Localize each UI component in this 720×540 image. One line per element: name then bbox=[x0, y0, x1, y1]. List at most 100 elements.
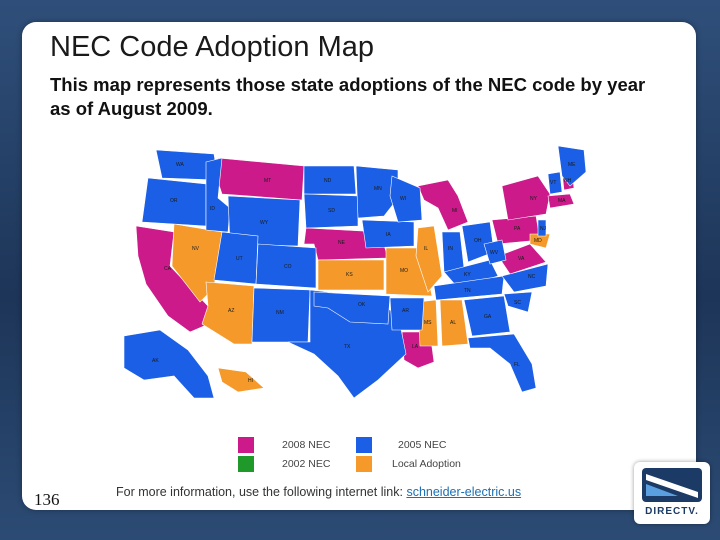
state-label: PA bbox=[514, 226, 521, 232]
state-ma bbox=[547, 193, 575, 209]
state-fl bbox=[467, 333, 537, 393]
state-label: LA bbox=[412, 344, 419, 350]
state-label: IA bbox=[386, 232, 391, 238]
state-label: MD bbox=[534, 238, 542, 244]
state-label: ND bbox=[324, 178, 332, 184]
slide-number: 136 bbox=[34, 490, 60, 509]
local-adoption-states bbox=[171, 223, 551, 393]
state-label: TN bbox=[464, 288, 471, 294]
legend-swatch-local bbox=[356, 456, 372, 472]
state-wv bbox=[483, 239, 507, 265]
state-wy bbox=[227, 195, 301, 247]
state-label: KS bbox=[346, 272, 353, 278]
state-label: IN bbox=[448, 246, 453, 252]
state-label: AL bbox=[450, 320, 456, 326]
state-label: WA bbox=[176, 162, 185, 168]
directv-emblem-icon bbox=[642, 468, 702, 502]
state-label: MS bbox=[424, 320, 432, 326]
directv-logo: DIRECTV. bbox=[634, 462, 710, 524]
state-vt bbox=[547, 171, 563, 195]
state-label: WV bbox=[490, 250, 499, 256]
state-label: MA bbox=[558, 198, 566, 204]
state-label: CO bbox=[284, 264, 292, 270]
state-in bbox=[441, 231, 465, 273]
state-label: HI bbox=[248, 378, 253, 384]
state-label: NY bbox=[530, 196, 538, 202]
state-label: CA bbox=[164, 266, 172, 272]
state-ca bbox=[135, 225, 209, 333]
footer-text: For more information, use the following … bbox=[116, 485, 521, 499]
state-co bbox=[255, 243, 317, 289]
state-label: SD bbox=[328, 208, 335, 214]
state-label: NV bbox=[192, 246, 200, 252]
state-label: GA bbox=[484, 314, 492, 320]
state-il bbox=[415, 225, 443, 293]
footer-message: For more information, use the following … bbox=[116, 485, 403, 499]
state-ar bbox=[389, 297, 425, 331]
state-va bbox=[497, 243, 547, 275]
state-label: NE bbox=[338, 240, 346, 246]
state-label: WY bbox=[260, 220, 269, 226]
state-label: MI bbox=[452, 208, 458, 214]
state-label: IL bbox=[424, 246, 428, 252]
legend-swatch-2005 bbox=[356, 437, 372, 453]
state-sd bbox=[303, 193, 359, 229]
state-nj bbox=[537, 219, 547, 237]
nec-2005-states bbox=[123, 145, 587, 399]
state-label: NM bbox=[276, 310, 284, 316]
state-label: ID bbox=[210, 206, 215, 212]
state-label: KY bbox=[464, 272, 471, 278]
state-mi bbox=[417, 179, 469, 231]
state-label: FL bbox=[514, 362, 520, 368]
state-ak bbox=[123, 329, 215, 399]
state-label: OR bbox=[170, 198, 178, 204]
state-wi bbox=[389, 175, 423, 223]
state-label: NC bbox=[528, 274, 536, 280]
state-nd bbox=[303, 165, 357, 195]
state-label: NH bbox=[564, 178, 572, 184]
legend-label-2005: 2005 NEC bbox=[398, 439, 447, 451]
state-ky bbox=[443, 259, 499, 289]
state-ga bbox=[463, 295, 511, 337]
page-title: NEC Code Adoption Map bbox=[50, 31, 375, 63]
state-label: MT bbox=[264, 178, 271, 184]
state-labels: WA OR ID MT ND MN WI MI ME VT NH NY MA S… bbox=[152, 162, 576, 384]
state-mt bbox=[215, 157, 305, 201]
state-label: MO bbox=[400, 268, 408, 274]
state-label: OH bbox=[474, 238, 482, 244]
legend-swatch-2002 bbox=[238, 456, 254, 472]
state-me bbox=[557, 145, 587, 187]
legend-label-2008: 2008 NEC bbox=[282, 439, 331, 451]
state-hi bbox=[217, 367, 265, 393]
state-sc bbox=[503, 291, 533, 313]
state-nc bbox=[501, 263, 549, 293]
state-label: AZ bbox=[228, 308, 234, 314]
nec-2008-states bbox=[135, 157, 575, 369]
state-az bbox=[201, 281, 255, 345]
nec-adoption-map: WA OR ID MT ND MN WI MI ME VT NH NY MA S… bbox=[123, 145, 587, 399]
state-label: ME bbox=[568, 162, 576, 168]
state-label: AR bbox=[402, 308, 409, 314]
directv-wordmark: DIRECTV. bbox=[645, 506, 699, 517]
state-ny bbox=[501, 175, 551, 221]
state-label: NJ bbox=[540, 226, 547, 232]
legend-label-2002: 2002 NEC bbox=[282, 458, 331, 470]
state-label: AK bbox=[152, 358, 159, 364]
state-ia bbox=[361, 219, 415, 249]
state-mn bbox=[355, 165, 399, 219]
page-subtitle: This map represents those state adoption… bbox=[50, 74, 646, 119]
state-ks bbox=[317, 259, 385, 291]
state-label: VT bbox=[550, 180, 556, 186]
state-tn bbox=[433, 275, 505, 301]
state-label: OK bbox=[358, 302, 366, 308]
legend-label-local: Local Adoption bbox=[392, 458, 461, 470]
state-al bbox=[439, 299, 469, 347]
state-label: UT bbox=[236, 256, 243, 262]
legend-swatch-2008 bbox=[238, 437, 254, 453]
state-label: VA bbox=[518, 256, 525, 262]
state-ok bbox=[313, 291, 391, 325]
schneider-link[interactable]: schneider-electric.us bbox=[406, 485, 522, 499]
state-label: SC bbox=[514, 300, 521, 306]
state-label: WI bbox=[400, 196, 406, 202]
state-label: TX bbox=[344, 344, 351, 350]
